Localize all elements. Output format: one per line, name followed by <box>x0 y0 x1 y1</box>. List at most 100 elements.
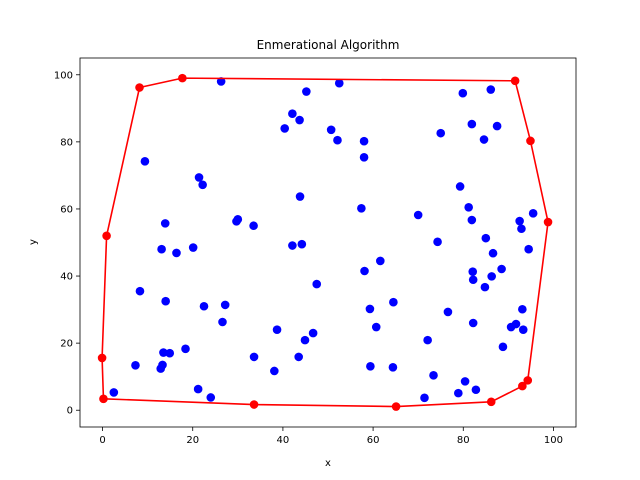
x-tick-label: 20 <box>186 435 199 446</box>
data-point <box>308 328 318 338</box>
data-point <box>312 279 322 289</box>
hull-vertex <box>249 400 259 409</box>
data-point <box>198 180 207 190</box>
data-point <box>464 202 473 212</box>
data-point <box>524 244 533 254</box>
data-point <box>429 371 438 380</box>
data-point <box>220 300 230 310</box>
data-point <box>423 335 432 345</box>
data-point <box>172 248 181 258</box>
data-point <box>436 128 446 138</box>
data-point <box>188 243 198 252</box>
data-point <box>206 393 216 402</box>
x-tick-label: 80 <box>457 435 470 446</box>
data-point <box>360 266 369 276</box>
data-point <box>366 361 375 371</box>
data-point <box>194 173 204 182</box>
data-point <box>249 352 259 362</box>
y-axis-label: y <box>28 239 39 245</box>
y-tick-label: 40 <box>60 272 73 283</box>
data-point <box>376 256 385 266</box>
data-point <box>467 215 477 225</box>
data-point <box>365 304 375 314</box>
data-point <box>249 221 258 231</box>
data-point <box>460 377 470 386</box>
data-point <box>492 121 502 131</box>
data-point <box>389 297 398 307</box>
data-point <box>528 209 538 218</box>
data-point <box>295 115 304 125</box>
data-point <box>413 210 423 220</box>
data-point <box>420 393 429 403</box>
hull-vertex <box>510 76 520 86</box>
hull-line <box>101 77 549 408</box>
data-point <box>294 352 303 362</box>
data-point <box>159 348 168 357</box>
data-point <box>157 244 166 254</box>
hull-vertex <box>97 353 107 363</box>
chart-title: Enmerational Algorithm <box>257 38 400 52</box>
x-tick-label: 0 <box>99 435 105 446</box>
data-point <box>297 239 307 249</box>
data-point <box>515 216 524 226</box>
hull-vertex <box>486 397 496 407</box>
hull-vertex <box>135 83 144 92</box>
hull-vertex <box>99 394 108 404</box>
data-point <box>161 296 170 306</box>
data-point <box>272 325 282 335</box>
data-point <box>158 360 167 370</box>
data-point <box>216 77 226 86</box>
y-tick-label: 20 <box>60 339 73 350</box>
hull-vertex <box>518 381 527 391</box>
data-point <box>468 267 478 276</box>
data-point <box>357 203 366 213</box>
data-point <box>511 319 521 329</box>
data-point <box>193 384 203 394</box>
data-point <box>468 318 478 328</box>
data-point <box>497 264 506 274</box>
y-axis: 0 20 40 60 80 100 <box>54 70 80 417</box>
data-point <box>454 388 463 398</box>
data-point <box>302 87 311 96</box>
data-point <box>165 348 175 358</box>
data-point <box>359 152 369 162</box>
data-point <box>481 233 491 243</box>
data-point <box>140 157 150 166</box>
hull-vertex <box>543 217 553 227</box>
y-tick-label: 60 <box>60 204 73 215</box>
data-point <box>443 307 453 317</box>
data-point <box>109 388 119 397</box>
data-point <box>487 272 496 281</box>
data-point <box>455 182 465 191</box>
data-point <box>181 344 190 354</box>
hull-vertex <box>102 231 111 241</box>
data-point <box>218 317 227 327</box>
data-point <box>518 304 527 314</box>
plot-area <box>97 73 553 411</box>
data-point <box>280 124 290 133</box>
x-tick-label: 60 <box>367 435 380 446</box>
data-point <box>480 282 490 292</box>
data-point <box>518 325 528 335</box>
data-point <box>334 78 344 88</box>
hull-vertex <box>178 73 187 83</box>
data-point <box>479 135 489 144</box>
hull-vertex <box>523 376 533 385</box>
data-point <box>288 241 297 250</box>
data-point <box>131 360 140 370</box>
data-point <box>471 385 481 395</box>
data-point <box>468 275 478 285</box>
x-tick-label: 40 <box>277 435 290 446</box>
data-point <box>300 335 310 345</box>
hull-vertex <box>391 402 401 411</box>
y-tick-label: 80 <box>60 137 73 148</box>
y-tick-label: 0 <box>67 406 73 417</box>
data-point <box>270 366 279 376</box>
data-point <box>199 301 209 311</box>
data-point <box>433 237 442 247</box>
axes-frame <box>79 57 577 428</box>
hull-vertex <box>526 136 535 146</box>
data-point <box>135 286 145 296</box>
